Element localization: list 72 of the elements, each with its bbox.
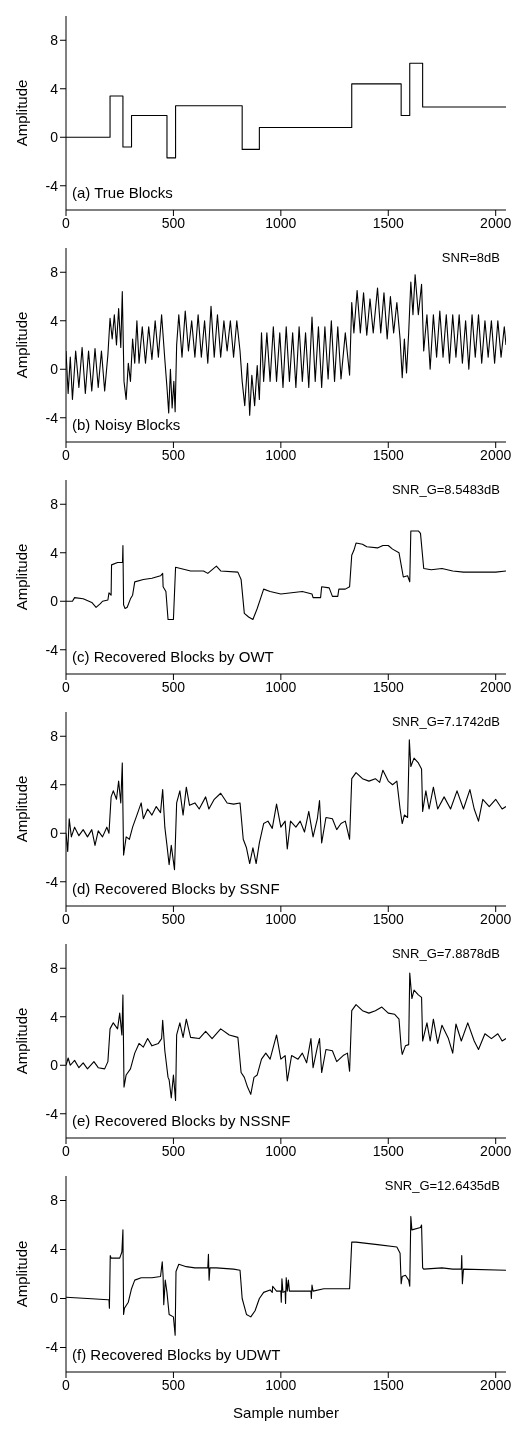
x-tick-label: 500 [161, 678, 186, 695]
x-tick-label: 1500 [372, 910, 405, 927]
x-tick-label: 1000 [265, 678, 297, 695]
y-axis-title: Amplitude [13, 775, 31, 843]
y-tick-label: 0 [50, 361, 59, 378]
y-tick-label: 0 [50, 1290, 59, 1307]
y-tick-label: 0 [50, 593, 59, 610]
y-tick-label: 0 [50, 1057, 59, 1074]
y-tick-label: -4 [45, 1105, 59, 1122]
y-tick-label: -4 [45, 177, 59, 194]
y-tick-label: 8 [50, 960, 59, 977]
x-tick-label: 1000 [265, 1142, 297, 1159]
y-tick-label: 8 [50, 32, 59, 49]
text: (d) Recovered Blocks by SSNF [72, 880, 280, 897]
x-tick-label: 500 [161, 910, 186, 927]
y-axis-title: Amplitude [13, 311, 31, 379]
x-tick-label: 2000 [480, 678, 512, 695]
y-tick-label: -4 [45, 1339, 59, 1356]
x-axis-title: Sample number [233, 1404, 339, 1421]
y-axis-title: Amplitude [13, 1007, 31, 1075]
x-tick-label: 1500 [372, 214, 405, 231]
y-tick-label: -4 [45, 873, 59, 890]
x-tick-label: 1000 [265, 446, 297, 463]
y-tick-label: 4 [50, 1241, 59, 1258]
x-tick-label: 500 [161, 1142, 186, 1159]
annotation: SNR_G=8.5483dB [391, 482, 500, 497]
y-tick-label: 4 [50, 776, 59, 793]
x-tick-label: 500 [161, 214, 186, 231]
x-tick-label: 0 [62, 214, 71, 231]
text: (e) Recovered Blocks by NSSNF [72, 1112, 291, 1129]
x-tick-label: 500 [161, 446, 186, 463]
y-tick-label: -4 [45, 641, 59, 658]
text: (a) True Blocks [72, 184, 173, 201]
y-tick-label: 8 [50, 496, 59, 513]
x-tick-label: 2000 [480, 910, 512, 927]
x-tick-label: 0 [62, 446, 71, 463]
x-tick-label: 0 [62, 910, 71, 927]
x-tick-label: 1500 [372, 1376, 405, 1393]
x-tick-label: 0 [62, 1142, 71, 1159]
x-tick-label: 1500 [372, 1142, 405, 1159]
y-tick-label: 4 [50, 544, 59, 561]
y-tick-label: 4 [50, 80, 59, 97]
y-tick-label: 4 [50, 312, 59, 329]
x-tick-label: 500 [161, 1376, 186, 1393]
y-axis-title: Amplitude [13, 543, 31, 611]
annotation: SNR=8dB [441, 250, 500, 265]
x-tick-label: 1000 [265, 1376, 297, 1393]
annotation: SNR_G=12.6435dB [384, 1178, 500, 1193]
y-tick-label: 8 [50, 264, 59, 281]
text: (b) Noisy Blocks [72, 416, 181, 433]
y-tick-label: -4 [45, 409, 59, 426]
y-tick-label: 0 [50, 129, 59, 146]
x-tick-label: 1000 [265, 910, 297, 927]
y-tick-label: 4 [50, 1008, 59, 1025]
x-tick-label: 2000 [480, 1142, 512, 1159]
x-tick-label: 1000 [265, 214, 297, 231]
text: (c) Recovered Blocks by OWT [72, 648, 274, 665]
x-tick-label: 0 [62, 1376, 71, 1393]
annotation: SNR_G=7.8878dB [391, 946, 500, 961]
y-tick-label: 8 [50, 1192, 59, 1209]
x-tick-label: 1500 [372, 446, 405, 463]
y-tick-label: 0 [50, 825, 59, 842]
y-axis-title: Amplitude [13, 79, 31, 147]
y-tick-label: 8 [50, 728, 59, 745]
x-tick-label: 2000 [480, 214, 512, 231]
x-tick-label: 1500 [372, 678, 405, 695]
x-tick-label: 2000 [480, 1376, 512, 1393]
x-tick-label: 0 [62, 678, 71, 695]
annotation: SNR_G=7.1742dB [391, 714, 500, 729]
text: (f) Recovered Blocks by UDWT [72, 1346, 281, 1363]
x-tick-label: 2000 [480, 446, 512, 463]
y-axis-title: Amplitude [13, 1240, 31, 1308]
